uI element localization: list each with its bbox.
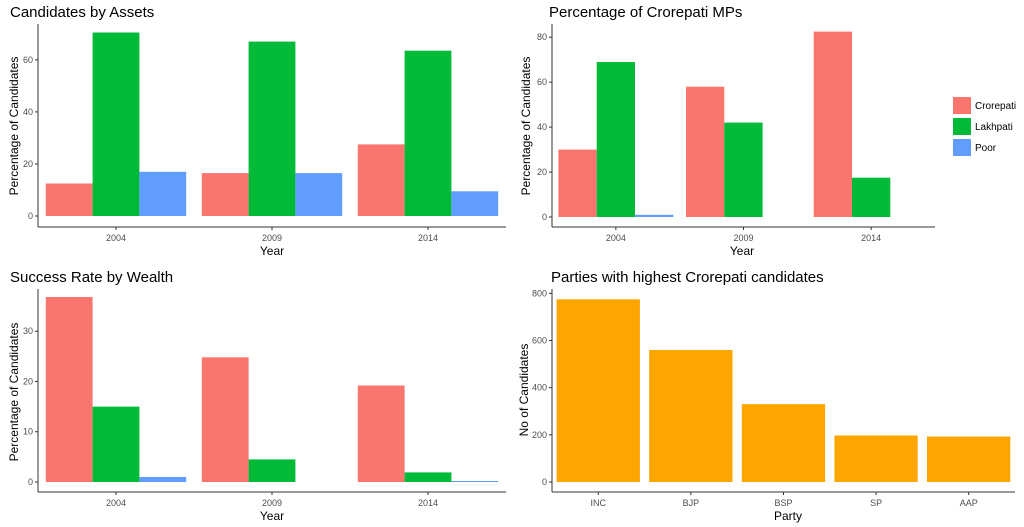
y-tick-label: 20: [23, 376, 33, 386]
x-tick-label: AAP: [960, 498, 978, 508]
bar-crorepati-2009: [686, 86, 725, 217]
bar-lakhpati-2004: [92, 32, 140, 216]
legend-label-poor: Poor: [975, 143, 997, 154]
bar-lakhpati-2004: [596, 62, 635, 217]
x-tick-label: 2009: [262, 233, 282, 243]
chart-4-ylabel: No of Candidates: [517, 344, 531, 437]
bar-value-sp: [834, 435, 918, 482]
bar-poor-2009: [295, 173, 343, 216]
y-tick-label: 40: [537, 122, 547, 132]
bar-crorepati-2004: [45, 183, 93, 216]
x-tick-label: 2009: [733, 233, 753, 243]
y-tick-label: 0: [542, 212, 547, 222]
legend-label-lakhpati: Lakhpati: [975, 122, 1013, 133]
y-tick-label: 800: [532, 288, 547, 298]
bar-value-bsp: [741, 404, 826, 482]
bar-crorepati-2014: [357, 385, 405, 482]
bar-value-bjp: [649, 350, 733, 482]
chart-1-title: Candidates by Assets: [10, 4, 154, 21]
bar-lakhpati-2009: [248, 41, 296, 216]
x-tick-label: SP: [870, 498, 882, 508]
legend-swatch-lakhpati: [953, 118, 971, 135]
chart-4-title: Parties with highest Crorepati candidate…: [551, 269, 824, 286]
x-tick-label: 2004: [106, 498, 126, 508]
x-tick-label: 2004: [106, 233, 126, 243]
chart-2-ylabel: Percentage of Candidates: [519, 57, 533, 196]
chart-1-xlabel: Year: [260, 244, 284, 258]
y-tick-label: 0: [28, 211, 33, 221]
x-tick-label: BJP: [683, 498, 700, 508]
legend-label-crorepati: Crorepati: [975, 101, 1016, 112]
x-tick-label: 2014: [861, 233, 881, 243]
y-tick-label: 0: [542, 477, 547, 487]
chart-4-xlabel: Party: [774, 509, 802, 523]
bar-crorepati-2014: [357, 144, 405, 216]
chart-3-plot: 0 10 20 30 2004 2009 2014: [23, 289, 506, 508]
legend: Crorepati Lakhpati Poor: [953, 97, 1016, 156]
y-tick-label: 10: [23, 427, 33, 437]
bar-lakhpati-2014: [404, 472, 452, 482]
x-tick-label: 2004: [606, 233, 626, 243]
x-tick-label: BSP: [774, 498, 792, 508]
bar-crorepati-2004: [45, 297, 93, 482]
y-tick-label: 40: [23, 107, 33, 117]
legend-swatch-poor: [953, 139, 971, 156]
bar-crorepati-2009: [201, 173, 249, 216]
y-tick-label: 200: [532, 430, 547, 440]
y-tick-label: 400: [532, 383, 547, 393]
chart-1-plot: 0 20 40 60 2004 2009 2014: [23, 24, 506, 243]
x-tick-label: INC: [591, 498, 607, 508]
bar-crorepati-2009: [201, 357, 249, 482]
bar-lakhpati-2004: [92, 406, 140, 482]
chart-3-title: Success Rate by Wealth: [10, 269, 173, 286]
chart-4-plot: 0 200 400 600 800 INC BJP BSP SP AAP: [532, 288, 1015, 508]
bar-value-aap: [927, 436, 1011, 482]
bar-value-inc: [556, 299, 640, 482]
x-tick-label: 2009: [262, 498, 282, 508]
chart-2-plot: 0 20 40 60 80 2004 2009 2014: [537, 24, 935, 243]
bar-lakhpati-2014: [404, 50, 452, 217]
y-tick-label: 80: [537, 32, 547, 42]
bar-poor-2004: [139, 477, 187, 482]
x-tick-label: 2014: [418, 498, 438, 508]
chart-1-ylabel: Percentage of Candidates: [7, 57, 21, 196]
bar-crorepati-2014: [813, 31, 852, 217]
legend-swatch-crorepati: [953, 97, 971, 114]
x-tick-label: 2014: [418, 233, 438, 243]
bar-lakhpati-2014: [852, 177, 891, 217]
chart-3-xlabel: Year: [260, 509, 284, 523]
y-tick-label: 30: [23, 326, 33, 336]
chart-2-xlabel: Year: [730, 244, 754, 258]
bar-poor-2004: [635, 214, 674, 217]
chart-2-title: Percentage of Crorepati MPs: [549, 4, 742, 21]
y-tick-label: 20: [537, 167, 547, 177]
y-tick-label: 60: [23, 55, 33, 65]
y-tick-label: 20: [23, 159, 33, 169]
y-tick-label: 600: [532, 336, 547, 346]
y-tick-label: 0: [28, 477, 33, 487]
bar-poor-2004: [139, 171, 187, 216]
bar-crorepati-2004: [558, 149, 597, 217]
bar-lakhpati-2009: [724, 122, 763, 217]
chart-3-ylabel: Percentage of Candidates: [7, 323, 21, 462]
bar-poor-2014: [451, 481, 499, 482]
y-tick-label: 60: [537, 77, 547, 87]
bar-poor-2014: [451, 191, 499, 216]
bar-lakhpati-2009: [248, 459, 296, 482]
